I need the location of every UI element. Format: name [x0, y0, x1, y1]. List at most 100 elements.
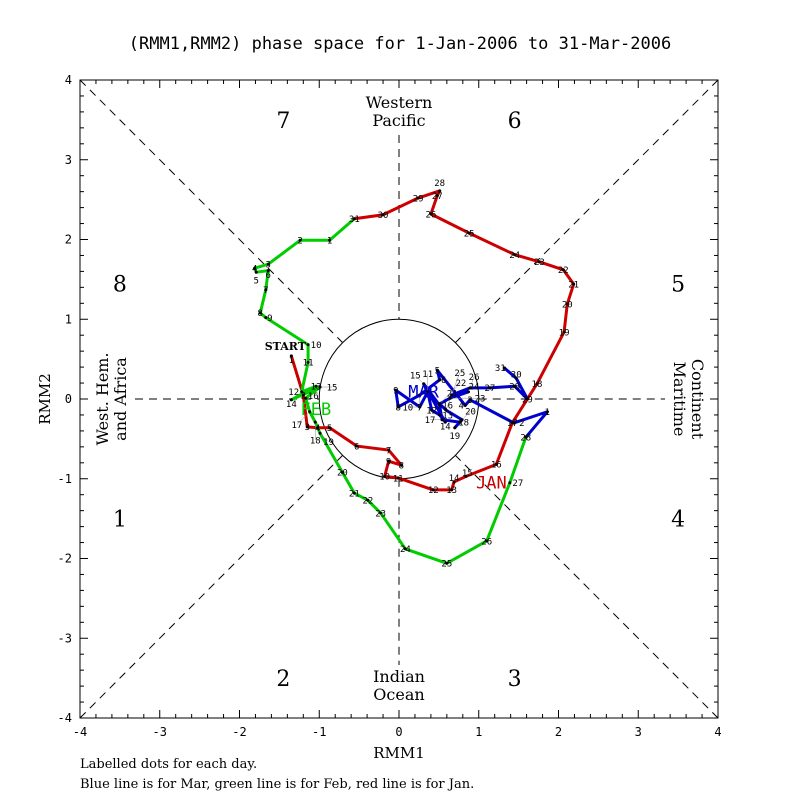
- jan-day-label: 28: [434, 179, 445, 189]
- mar-day-dot: [396, 405, 400, 409]
- mar-day-dot: [458, 420, 462, 424]
- jan-day-dot: [464, 474, 468, 478]
- mar-day-label: 5: [435, 367, 440, 377]
- x-tick-label: 1: [475, 725, 482, 739]
- mar-day-label: 13: [442, 411, 453, 421]
- jan-day-label: 20: [562, 300, 573, 310]
- mar-month-label: MAR: [408, 382, 439, 402]
- feb-day-label: 4: [252, 265, 257, 275]
- x-tick-label: 0: [395, 725, 402, 739]
- feb-day-label: 11: [303, 359, 314, 369]
- mar-day-dot: [448, 396, 452, 400]
- jan-day-label: 17: [507, 419, 518, 429]
- feb-day-label: 14: [286, 400, 297, 410]
- feb-day-label: 22: [362, 497, 373, 507]
- region-bottom: Ocean: [373, 685, 424, 704]
- feb-day-label: 8: [258, 309, 263, 319]
- jan-day-label: 5: [327, 424, 332, 434]
- footer-line-1: Labelled dots for each day.: [80, 757, 257, 772]
- x-tick-label: -3: [153, 725, 167, 739]
- jan-day-label: 12: [428, 486, 439, 496]
- feb-day-dot: [318, 385, 322, 389]
- jan-day-label: 24: [509, 251, 520, 261]
- mar-day-label: 21: [447, 390, 458, 400]
- mar-day-label: 14: [440, 422, 451, 432]
- jan-day-label: 13: [446, 486, 457, 496]
- mar-day-dot: [435, 368, 439, 372]
- x-tick-label: 2: [555, 725, 562, 739]
- jan-day-label: 23: [534, 258, 545, 268]
- feb-day-dot: [258, 311, 262, 315]
- mar-day-dot: [438, 402, 442, 406]
- footer-line-2: Blue line is for Mar, green line is for …: [80, 777, 474, 792]
- chart-title: (RMM1,RMM2) phase space for 1-Jan-2006 t…: [129, 34, 671, 54]
- jan-day-label: 26: [425, 210, 436, 220]
- feb-day-label: 27: [512, 479, 523, 489]
- region-top: Western: [366, 93, 433, 112]
- jan-day-dot: [416, 196, 420, 200]
- feb-day-label: 19: [323, 438, 334, 448]
- jan-day-dot: [435, 194, 439, 198]
- mar-day-dot: [426, 390, 430, 394]
- jan-day-label: 29: [413, 194, 424, 204]
- feb-day-dot: [403, 547, 407, 551]
- jan-day-label: 30: [378, 211, 389, 221]
- diagonal-divider: [455, 79, 719, 343]
- phase-label-2: 2: [276, 667, 290, 692]
- jan-day-dot: [513, 253, 517, 257]
- feb-day-label: 6: [265, 271, 270, 281]
- mar-day-dot: [525, 397, 529, 401]
- feb-day-label: 7: [263, 286, 268, 296]
- jan-day-dot: [289, 354, 293, 358]
- mar-day-dot: [488, 386, 492, 390]
- region-right: Maritime: [670, 362, 689, 437]
- mar-day-label: 3: [467, 396, 472, 406]
- jan-day-label: 14: [449, 474, 460, 484]
- diagonal-divider: [79, 455, 343, 719]
- mar-day-label: 20: [465, 408, 476, 418]
- mar-day-label: 17: [425, 416, 436, 426]
- mar-day-label: 22: [455, 379, 466, 389]
- mar-day-label: 29: [522, 395, 533, 405]
- mar-day-label: 11: [422, 370, 433, 380]
- feb-day-dot: [298, 238, 302, 242]
- jan-day-dot: [383, 474, 387, 478]
- jan-day-label: 10: [379, 473, 390, 483]
- mar-day-label: 2: [519, 419, 524, 429]
- feb-day-label: 25: [441, 560, 452, 570]
- mar-day-label: 28: [509, 383, 520, 393]
- mar-day-dot: [430, 408, 434, 412]
- jan-day-dot: [537, 260, 541, 264]
- phase-label-3: 3: [508, 667, 522, 692]
- mar-day-label: 9: [393, 387, 398, 397]
- feb-day-dot: [304, 396, 308, 400]
- feb-day-dot: [352, 491, 356, 495]
- region-bottom: Indian: [373, 667, 425, 686]
- mar-day-label: 31: [495, 364, 506, 374]
- jan-day-dot: [431, 488, 435, 492]
- mar-day-label: 19: [449, 432, 460, 442]
- mar-day-dot: [514, 376, 518, 380]
- jan-day-label: 4: [315, 424, 320, 434]
- jan-day-dot: [561, 268, 565, 272]
- mar-day-dot: [502, 366, 506, 370]
- x-tick-label: -1: [312, 725, 326, 739]
- mar-day-dot: [443, 420, 447, 424]
- y-tick-label: 1: [65, 312, 72, 326]
- feb-day-leader: [296, 411, 310, 425]
- feb-day-dot: [264, 316, 268, 320]
- feb-day-dot: [485, 539, 489, 543]
- jan-day-label: 16: [491, 461, 502, 471]
- phase-label-7: 7: [276, 109, 290, 134]
- jan-day-dot: [562, 330, 566, 334]
- feb-day-label: 16: [308, 392, 319, 402]
- feb-day-leader: [319, 433, 329, 442]
- feb-day-dot: [300, 390, 304, 394]
- mar-day-dot: [394, 388, 398, 392]
- y-tick-label: -4: [58, 711, 72, 725]
- jan-day-dot: [572, 282, 576, 286]
- y-tick-label: 3: [65, 153, 72, 167]
- jan-day-dot: [438, 189, 442, 193]
- mar-day-dot: [453, 426, 457, 430]
- mar-day-dot: [444, 408, 448, 412]
